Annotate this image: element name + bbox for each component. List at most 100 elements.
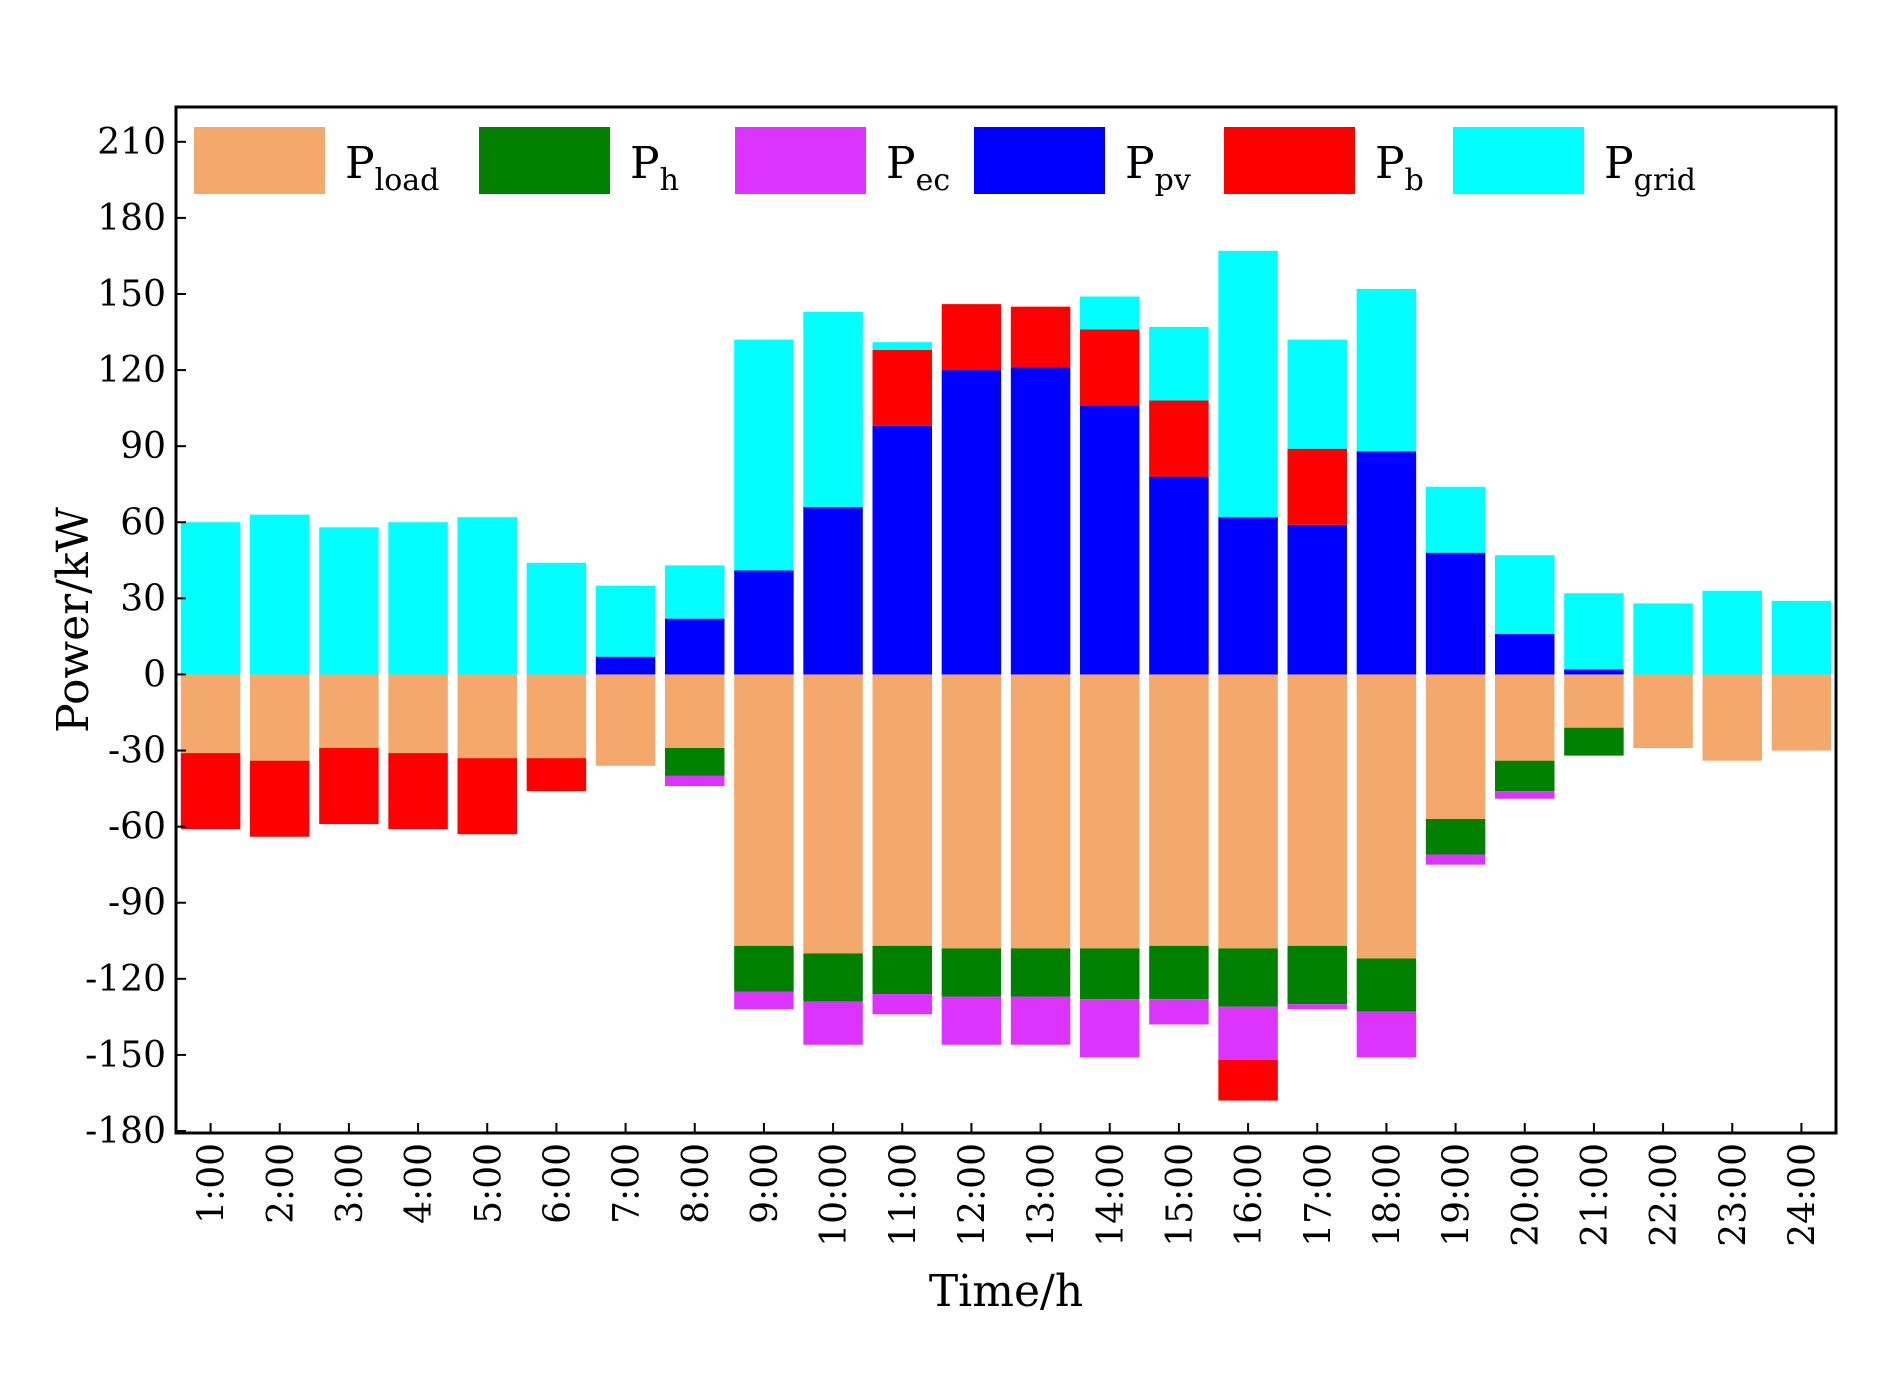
bar-pv-13:00 [1010,367,1071,675]
x-tick-label: 1:00 [192,1143,233,1224]
bar-b-12:00 [941,304,1002,371]
bars-layer [180,250,1832,1101]
bar-h-15:00 [1149,945,1209,1000]
bar-load-13:00 [1010,674,1071,949]
bar-grid-8:00 [665,565,725,619]
plot-frame [174,105,1838,1135]
bar-grid-24:00 [1771,600,1832,675]
y-tick-label: -30 [108,731,166,772]
bar-load-6:00 [526,674,587,759]
bar-b-16:00 [1218,1059,1278,1101]
x-tick-label: 16:00 [1229,1143,1270,1247]
legend: Pload Ph Pec Ppv Pb Pgrid [194,127,1696,198]
bar-grid-4:00 [388,522,448,675]
bar-load-21:00 [1564,674,1624,728]
x-tick-label: 22:00 [1644,1143,1685,1247]
legend-label-b: Pb [1375,138,1424,198]
x-tick-label: 3:00 [330,1143,371,1224]
x-axis: 1:00 2:00 3:00 4:00 5:00 6:00 7:00 8:00 9:00 10:0… [192,1123,1823,1247]
x-tick-label: 24:00 [1782,1143,1823,1247]
bar-b-5:00 [457,758,517,835]
x-tick-label: 14:00 [1091,1143,1132,1247]
bar-load-18:00 [1356,674,1417,959]
bar-pv-15:00 [1149,476,1209,675]
bar-ec-14:00 [1080,999,1140,1058]
bar-load-8:00 [665,674,725,749]
bar-h-10:00 [803,953,863,1002]
bar-b-4:00 [388,753,448,830]
x-tick-label: 4:00 [399,1143,440,1224]
bar-grid-17:00 [1287,339,1347,449]
x-tick-label: 7:00 [607,1143,648,1224]
bar-pv-21:00 [1564,669,1624,675]
x-tick-label: 12:00 [952,1143,993,1247]
bar-ec-9:00 [734,991,794,1010]
y-tick-label: 120 [97,350,166,391]
bar-h-18:00 [1356,958,1417,1012]
bar-load-17:00 [1287,674,1347,946]
bar-pv-14:00 [1080,405,1140,675]
bar-load-3:00 [319,674,379,749]
x-tick-label: 17:00 [1298,1143,1339,1247]
y-tick-label: -150 [85,1035,166,1076]
bar-load-22:00 [1633,674,1693,749]
bar-pv-16:00 [1218,517,1278,675]
bar-b-1:00 [180,753,241,830]
x-tick-label: 8:00 [676,1143,717,1224]
bar-h-11:00 [872,945,932,995]
legend-swatch-grid [1453,127,1584,194]
bar-grid-2:00 [250,514,310,675]
bar-ec-13:00 [1010,996,1071,1045]
bar-load-20:00 [1495,674,1555,761]
bar-load-24:00 [1771,674,1832,751]
bar-b-3:00 [319,748,379,825]
legend-label-h: Ph [630,138,679,198]
bar-b-11:00 [872,349,932,426]
bar-load-15:00 [1149,674,1209,946]
bar-pv-7:00 [595,656,656,675]
bar-pv-8:00 [665,618,725,675]
bar-grid-11:00 [872,342,932,350]
bar-ec-11:00 [872,994,932,1015]
bar-grid-7:00 [595,585,656,657]
bar-grid-15:00 [1149,326,1209,401]
y-tick-label: 210 [97,122,166,163]
x-tick-label: 20:00 [1506,1143,1547,1247]
bar-h-16:00 [1218,948,1278,1007]
legend-label-load: Pload [345,138,439,198]
bar-grid-22:00 [1633,603,1693,675]
legend-label-ec: Pec [886,138,950,198]
y-tick-label: 0 [143,654,166,695]
bar-grid-20:00 [1495,555,1555,634]
bar-h-17:00 [1287,945,1347,1005]
bar-ec-19:00 [1425,854,1486,865]
bar-grid-6:00 [526,562,587,675]
bar-load-7:00 [595,674,656,766]
bar-load-12:00 [941,674,1002,949]
bar-pv-12:00 [941,370,1002,675]
x-tick-label: 11:00 [883,1143,924,1247]
y-axis-title: Power/kW [48,506,99,733]
bar-ec-12:00 [941,996,1002,1045]
x-tick-label: 23:00 [1713,1143,1754,1247]
bar-b-14:00 [1080,329,1140,406]
bar-grid-9:00 [734,339,794,571]
legend-swatch-ec [735,127,866,194]
x-tick-label: 10:00 [814,1143,855,1247]
x-tick-label: 15:00 [1160,1143,1201,1247]
x-tick-label: 13:00 [1022,1143,1063,1247]
y-tick-label: 30 [120,578,166,619]
bar-load-1:00 [180,674,241,754]
bar-grid-3:00 [319,527,379,675]
bar-h-9:00 [734,945,794,992]
bar-pv-11:00 [872,425,932,675]
bar-h-21:00 [1564,727,1624,756]
bar-grid-21:00 [1564,593,1624,670]
x-tick-label: 18:00 [1367,1143,1408,1247]
bar-load-10:00 [803,674,863,954]
bar-load-23:00 [1702,674,1762,761]
bar-grid-1:00 [180,522,241,675]
bar-h-12:00 [941,948,1002,997]
bar-ec-10:00 [803,1001,863,1045]
bar-ec-8:00 [665,775,725,787]
